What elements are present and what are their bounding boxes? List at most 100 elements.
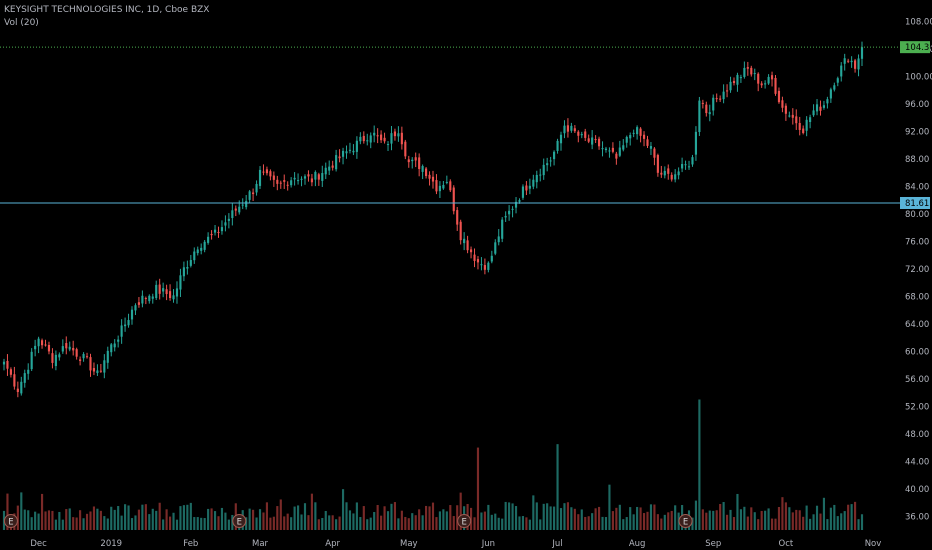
earnings-marker[interactable]: E xyxy=(679,515,692,528)
candle xyxy=(584,129,586,141)
candle xyxy=(480,257,482,270)
candle xyxy=(657,154,659,177)
volume-bar xyxy=(726,515,728,530)
volume-bar xyxy=(55,520,57,530)
volume-bar xyxy=(197,517,199,530)
volume-bar xyxy=(598,507,600,530)
price-tick-label: 60.00 xyxy=(905,347,929,357)
candle xyxy=(837,77,839,87)
volume-bar xyxy=(560,508,562,530)
volume-bar xyxy=(121,516,123,530)
volume-bar xyxy=(276,506,278,530)
candle xyxy=(556,139,558,154)
candle xyxy=(439,181,441,198)
volume-bar xyxy=(79,510,81,530)
price-tick-label: 36.00 xyxy=(905,512,929,522)
volume-bar xyxy=(712,511,714,530)
candle xyxy=(96,364,98,376)
candle xyxy=(138,297,140,308)
candle xyxy=(629,132,631,145)
volume-bar xyxy=(851,504,853,530)
candle xyxy=(608,147,610,157)
volume-bar xyxy=(660,519,662,530)
candle xyxy=(812,104,814,117)
candle xyxy=(103,354,105,378)
volume-bar xyxy=(262,512,264,530)
volume-bar xyxy=(525,517,527,530)
candle xyxy=(51,348,53,368)
earnings-marker[interactable]: E xyxy=(233,515,246,528)
volume-bar xyxy=(363,506,365,530)
candle xyxy=(581,132,583,138)
earnings-marker[interactable]: E xyxy=(458,515,471,528)
candle xyxy=(463,232,465,250)
candle xyxy=(650,142,652,155)
volume-bar xyxy=(370,518,372,530)
candle xyxy=(473,248,475,267)
volume-bar xyxy=(823,498,825,530)
volume-bar xyxy=(179,506,181,530)
price-tick-label: 84.00 xyxy=(905,183,929,193)
price-tick-label: 64.00 xyxy=(905,320,929,330)
candle xyxy=(740,75,742,83)
volume-bar xyxy=(844,511,846,530)
volume-bar xyxy=(512,503,514,530)
candle xyxy=(207,232,209,244)
candle xyxy=(339,149,341,162)
volume-bar xyxy=(141,505,143,530)
volume-bar xyxy=(428,506,430,530)
candle xyxy=(525,181,527,195)
volume-bar xyxy=(415,515,417,530)
candle xyxy=(159,279,161,300)
candle xyxy=(383,133,385,144)
time-tick-label: 2019 xyxy=(100,539,122,549)
candle xyxy=(574,125,576,133)
volume-bar xyxy=(633,514,635,530)
price-tick-label: 40.00 xyxy=(905,485,929,495)
candle xyxy=(200,243,202,254)
volume-bar xyxy=(432,503,434,530)
volume-bar xyxy=(747,517,749,530)
volume-bar xyxy=(114,510,116,530)
candle xyxy=(335,150,337,172)
candle xyxy=(729,77,731,93)
candle xyxy=(688,161,690,170)
candle xyxy=(515,197,517,213)
candle xyxy=(394,129,396,141)
volume-bar xyxy=(349,510,351,530)
candle xyxy=(114,339,116,351)
time-tick-label: Jun xyxy=(481,539,495,549)
candle xyxy=(89,354,91,377)
candle xyxy=(224,215,226,231)
candle xyxy=(598,137,600,150)
time-tick-label: Apr xyxy=(325,539,340,549)
volume-bar xyxy=(280,499,282,530)
volume-bar xyxy=(300,514,302,530)
candle xyxy=(522,184,524,200)
candle xyxy=(235,205,237,216)
volume-bar xyxy=(757,519,759,530)
volume-bar xyxy=(830,508,832,530)
candle xyxy=(446,176,448,185)
volume-bar xyxy=(138,510,140,530)
earnings-marker[interactable]: E xyxy=(4,515,17,528)
candle xyxy=(601,141,603,156)
volume-bar xyxy=(494,514,496,530)
volume-bar xyxy=(72,517,74,530)
price-tick-label: 48.00 xyxy=(905,430,929,440)
volume-bar xyxy=(795,510,797,530)
volume-bar xyxy=(373,512,375,530)
candle xyxy=(501,217,503,242)
volume-bar xyxy=(86,514,88,530)
volume-bar xyxy=(854,502,856,530)
candle xyxy=(31,348,33,371)
candle xyxy=(166,285,168,300)
volume-bar xyxy=(325,511,327,530)
volume-bar xyxy=(674,505,676,530)
volume-bar xyxy=(515,506,517,530)
volume-bar xyxy=(408,518,410,530)
volume-bar xyxy=(588,516,590,530)
volume-bar xyxy=(442,509,444,530)
volume-bar xyxy=(214,511,216,530)
